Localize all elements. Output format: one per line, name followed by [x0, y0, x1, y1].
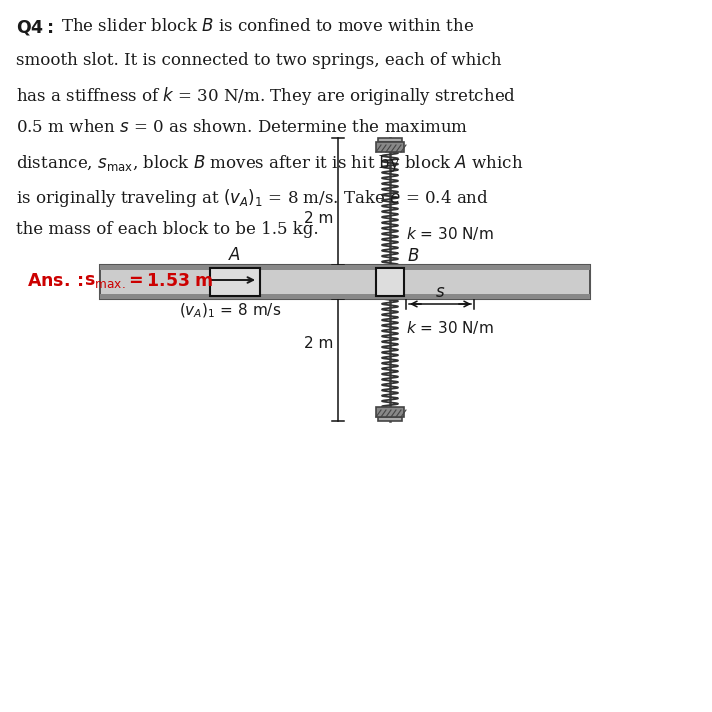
- Text: smooth slot. It is connected to two springs, each of which: smooth slot. It is connected to two spri…: [16, 52, 501, 68]
- Text: 2 m: 2 m: [303, 211, 333, 226]
- Text: The slider block $B$ is confined to move within the: The slider block $B$ is confined to move…: [61, 18, 473, 35]
- Text: $\bf{Ans.:}$: $\bf{Ans.:}$: [27, 273, 84, 290]
- Text: $s$: $s$: [435, 283, 445, 301]
- Text: $A$: $A$: [229, 247, 241, 264]
- Bar: [378, 138, 402, 142]
- Bar: [100, 265, 590, 299]
- Bar: [101, 270, 589, 294]
- Text: 0.5 m when $s$ = 0 as shown. Determine the maximum: 0.5 m when $s$ = 0 as shown. Determine t…: [16, 119, 468, 136]
- Text: has a stiffness of $k$ = 30 N/m. They are originally stretched: has a stiffness of $k$ = 30 N/m. They ar…: [16, 85, 515, 108]
- Bar: [378, 417, 402, 421]
- Text: $\bf{s_{\rm max.}}$: $\bf{s_{\rm max.}}$: [84, 273, 125, 290]
- Bar: [100, 294, 590, 299]
- Text: the mass of each block to be 1.5 kg.: the mass of each block to be 1.5 kg.: [16, 221, 318, 238]
- Text: $k$ = 30 N/m: $k$ = 30 N/m: [406, 225, 493, 242]
- Text: $B$: $B$: [407, 248, 419, 265]
- Bar: [100, 265, 590, 270]
- Text: distance, $s_{\rm max}$, block $B$ moves after it is hit by block $A$ which: distance, $s_{\rm max}$, block $B$ moves…: [16, 153, 523, 174]
- Bar: [376, 268, 404, 296]
- Text: $k$ = 30 N/m: $k$ = 30 N/m: [406, 320, 493, 337]
- Text: $\bf{Q4:}$: $\bf{Q4:}$: [16, 18, 53, 37]
- Bar: [376, 142, 404, 152]
- Text: $\bf{= 1.53\ m}$: $\bf{= 1.53\ m}$: [125, 273, 213, 290]
- Text: $(v_A)_1$ = 8 m/s: $(v_A)_1$ = 8 m/s: [179, 302, 281, 320]
- Text: is originally traveling at $(v_A)_1$ = 8 m/s. Take $e$ = 0.4 and: is originally traveling at $(v_A)_1$ = 8…: [16, 187, 488, 209]
- Bar: [376, 407, 404, 417]
- Text: 2 m: 2 m: [303, 335, 333, 350]
- Bar: [210, 268, 260, 296]
